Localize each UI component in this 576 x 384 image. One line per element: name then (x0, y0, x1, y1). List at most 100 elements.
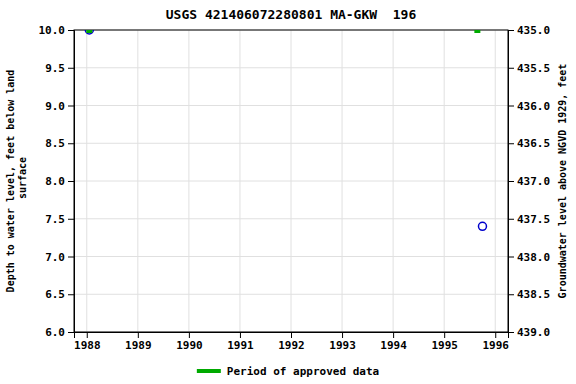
legend-label: Period of approved data (227, 365, 379, 378)
legend: Period of approved data (197, 365, 379, 378)
tick-label: 9.5 (45, 62, 65, 75)
tick-label: 436.5 (517, 137, 550, 150)
x-axis: 1988 1989 1990 1991 1992 1993 1994 1995 1996 (74, 332, 509, 352)
series (86, 30, 480, 33)
tick: 8.5 (45, 137, 74, 150)
tick-label: 437.0 (517, 175, 550, 188)
tick-label: 436.0 (517, 100, 550, 113)
tick-label: 1995 (431, 339, 458, 352)
tick-mark (495, 332, 496, 338)
point (474, 30, 480, 33)
tick-mark (291, 332, 292, 338)
tick-label: 438.5 (517, 288, 550, 301)
tick-label: 1989 (125, 339, 152, 352)
tick: 1993 (329, 332, 356, 352)
tick-mark (508, 332, 514, 333)
tick-label: 9.0 (45, 100, 65, 113)
tick-mark (87, 332, 88, 338)
y2-axis: 439.0 438.5 438.0 437.5 437.0 436.5 436.0 435.5… (508, 24, 550, 339)
tick-mark (68, 332, 74, 333)
tick-label: 1988 (74, 339, 101, 352)
tick-mark (508, 181, 514, 182)
tick-mark (240, 332, 241, 338)
tick-mark (508, 143, 514, 144)
tick-label: 7.0 (45, 251, 65, 264)
y-axis: 6.0 6.5 7.0 7.5 8.0 8.5 9.0 9.5 10.0 (39, 24, 75, 339)
axis-line (75, 333, 509, 339)
tick: 436.5 (508, 137, 550, 150)
tick-label: 8.0 (45, 175, 65, 188)
axis-line (68, 31, 75, 333)
chart: 1988198919901991199219931994199519966.06… (0, 0, 576, 384)
tick-label: 10.0 (39, 24, 66, 37)
tick: 435.5 (508, 62, 550, 75)
tick: 10.0 (39, 24, 75, 37)
tick-label: 1990 (176, 339, 203, 352)
tick-mark (444, 332, 445, 338)
grid-line (74, 143, 508, 144)
tick-label: 438.0 (517, 251, 550, 264)
tick-mark (189, 332, 190, 338)
tick-label: 1991 (227, 339, 254, 352)
tick: 1991 (227, 332, 254, 352)
tick-mark (138, 332, 139, 338)
plot: 1988198919901991199219931994199519966.06… (5, 24, 568, 352)
tick: 1994 (380, 332, 407, 352)
tick-mark (68, 106, 74, 107)
tick-mark (508, 106, 514, 107)
series (85, 30, 486, 230)
tick-mark (68, 219, 74, 220)
tick: 1988 (74, 332, 101, 352)
tick-mark (68, 68, 74, 69)
tick-mark (68, 30, 74, 31)
tick-mark (508, 219, 514, 220)
tick: 6.5 (45, 288, 74, 301)
plot-frame (74, 30, 508, 332)
tick-mark (68, 294, 74, 295)
grid-line (74, 181, 508, 182)
tick-label: 7.5 (45, 213, 65, 226)
tick: 439.0 (508, 326, 550, 339)
tick-mark (508, 68, 514, 69)
tick-label: 8.5 (45, 137, 65, 150)
tick-mark (508, 257, 514, 258)
grid (74, 30, 508, 332)
tick-label: 6.0 (45, 326, 65, 339)
tick-label: 437.5 (517, 213, 550, 226)
tick: 8.0 (45, 175, 74, 188)
tick-label: 6.5 (45, 288, 65, 301)
tick-label: 435.5 (517, 62, 550, 75)
legend-item: Period of approved data (197, 365, 379, 378)
tick: 435.0 (508, 24, 550, 37)
tick: 9.0 (45, 100, 74, 113)
tick: 1990 (176, 332, 203, 352)
point (478, 222, 486, 230)
tick-label: 1996 (482, 339, 509, 352)
tick-label: 1992 (278, 339, 305, 352)
grid-line (74, 256, 508, 257)
axis-line (509, 31, 515, 333)
y-axis-title: Depth to water level, feet below land su… (5, 70, 28, 293)
tick-mark (342, 332, 343, 338)
grid-line (74, 105, 508, 106)
tick-label: 439.0 (517, 326, 550, 339)
tick-mark (68, 143, 74, 144)
grid-line (74, 294, 508, 295)
grid-line (74, 67, 508, 68)
tick: 438.0 (508, 251, 550, 264)
tick: 437.5 (508, 213, 550, 226)
tick: 6.0 (45, 326, 74, 339)
tick: 1995 (431, 332, 458, 352)
grid-line (74, 218, 508, 219)
tick-mark (508, 294, 514, 295)
tick: 1989 (125, 332, 152, 352)
point (86, 30, 92, 33)
tick: 7.0 (45, 251, 74, 264)
tick-mark (393, 332, 394, 338)
tick-mark (508, 30, 514, 31)
tick: 7.5 (45, 213, 74, 226)
tick: 1996 (482, 332, 509, 352)
point (85, 30, 93, 34)
tick-label: 1994 (380, 339, 407, 352)
marks (85, 30, 486, 230)
